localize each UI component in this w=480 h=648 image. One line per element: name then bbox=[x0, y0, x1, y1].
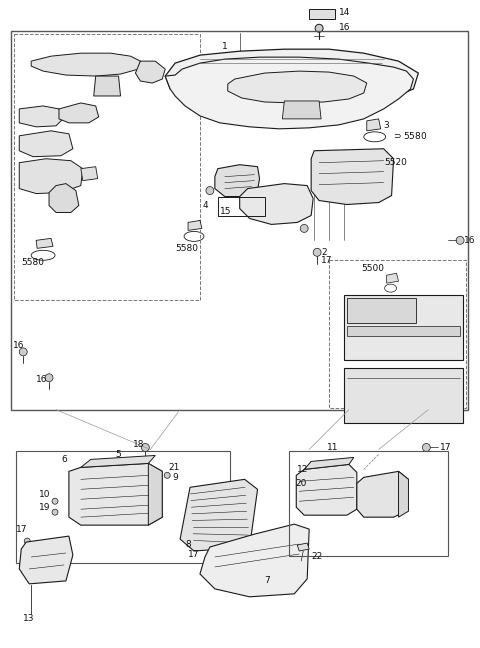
Text: 4: 4 bbox=[202, 201, 208, 210]
Polygon shape bbox=[148, 463, 162, 525]
Polygon shape bbox=[165, 49, 419, 103]
Bar bbox=[289, 452, 448, 556]
Polygon shape bbox=[19, 159, 83, 194]
Bar bbox=[347, 298, 417, 323]
Polygon shape bbox=[200, 524, 309, 597]
Polygon shape bbox=[228, 71, 367, 103]
Text: 15: 15 bbox=[220, 207, 231, 216]
Ellipse shape bbox=[405, 379, 432, 400]
Polygon shape bbox=[31, 53, 140, 76]
Polygon shape bbox=[296, 465, 357, 515]
Text: 6: 6 bbox=[61, 455, 67, 464]
Text: 17: 17 bbox=[188, 550, 200, 559]
Text: 12: 12 bbox=[297, 465, 309, 474]
Bar bbox=[218, 196, 265, 216]
Polygon shape bbox=[311, 149, 394, 205]
Ellipse shape bbox=[433, 303, 443, 313]
Polygon shape bbox=[165, 57, 413, 129]
Text: 3: 3 bbox=[384, 121, 389, 130]
Ellipse shape bbox=[315, 24, 323, 32]
Ellipse shape bbox=[421, 303, 432, 313]
Polygon shape bbox=[81, 456, 156, 467]
Text: 17: 17 bbox=[440, 443, 452, 452]
Ellipse shape bbox=[19, 348, 27, 356]
Bar bbox=[344, 368, 463, 422]
Ellipse shape bbox=[368, 378, 399, 402]
Polygon shape bbox=[386, 273, 398, 283]
Text: 16: 16 bbox=[36, 375, 48, 384]
Text: 17: 17 bbox=[16, 525, 28, 533]
Text: 5500: 5500 bbox=[361, 264, 384, 273]
Text: 19: 19 bbox=[39, 503, 50, 512]
Bar bbox=[12, 31, 468, 410]
Bar bbox=[329, 260, 466, 408]
Text: 9: 9 bbox=[172, 473, 178, 482]
Polygon shape bbox=[36, 238, 53, 248]
Polygon shape bbox=[19, 131, 73, 157]
Text: 5520: 5520 bbox=[384, 158, 408, 167]
Ellipse shape bbox=[349, 86, 369, 96]
Ellipse shape bbox=[313, 248, 321, 257]
Polygon shape bbox=[49, 183, 79, 213]
Polygon shape bbox=[188, 220, 202, 231]
Bar bbox=[344, 295, 463, 360]
Text: 1: 1 bbox=[222, 41, 228, 51]
Ellipse shape bbox=[456, 237, 464, 244]
Ellipse shape bbox=[317, 499, 323, 505]
Text: 5580: 5580 bbox=[175, 244, 198, 253]
Text: $\supset$5580: $\supset$5580 bbox=[392, 130, 427, 141]
Ellipse shape bbox=[206, 187, 214, 194]
Ellipse shape bbox=[45, 374, 53, 382]
Text: 7: 7 bbox=[264, 576, 270, 585]
Polygon shape bbox=[297, 543, 309, 551]
Ellipse shape bbox=[142, 443, 149, 452]
Text: 17: 17 bbox=[321, 256, 333, 265]
Ellipse shape bbox=[245, 86, 264, 96]
Ellipse shape bbox=[52, 498, 58, 504]
Polygon shape bbox=[357, 471, 408, 517]
Ellipse shape bbox=[445, 303, 455, 313]
Polygon shape bbox=[304, 457, 354, 469]
Text: 22: 22 bbox=[311, 553, 323, 562]
Text: 5580: 5580 bbox=[21, 258, 44, 267]
Bar bbox=[347, 326, 460, 336]
Ellipse shape bbox=[300, 224, 308, 233]
Polygon shape bbox=[367, 119, 381, 131]
Text: 5: 5 bbox=[116, 450, 121, 459]
Text: 18: 18 bbox=[133, 440, 145, 449]
Text: 10: 10 bbox=[39, 490, 50, 499]
Ellipse shape bbox=[317, 489, 323, 495]
Polygon shape bbox=[19, 106, 63, 127]
Ellipse shape bbox=[52, 509, 58, 515]
Text: 8: 8 bbox=[185, 540, 191, 549]
Bar bbox=[16, 452, 230, 563]
Text: 16: 16 bbox=[464, 236, 476, 245]
Ellipse shape bbox=[164, 472, 170, 478]
Text: 20: 20 bbox=[295, 479, 307, 488]
Text: 13: 13 bbox=[23, 614, 35, 623]
Text: 21: 21 bbox=[168, 463, 180, 472]
Polygon shape bbox=[69, 463, 162, 525]
Polygon shape bbox=[94, 76, 120, 96]
Text: 2: 2 bbox=[321, 248, 327, 257]
Polygon shape bbox=[81, 167, 98, 181]
Text: 14: 14 bbox=[339, 8, 350, 17]
Polygon shape bbox=[135, 61, 165, 83]
Ellipse shape bbox=[261, 207, 268, 214]
Polygon shape bbox=[59, 103, 99, 123]
Polygon shape bbox=[398, 471, 408, 517]
Polygon shape bbox=[282, 101, 321, 119]
Polygon shape bbox=[180, 480, 258, 551]
Polygon shape bbox=[240, 183, 313, 224]
Text: 16: 16 bbox=[13, 341, 25, 351]
Polygon shape bbox=[309, 9, 335, 19]
Polygon shape bbox=[19, 536, 73, 584]
Ellipse shape bbox=[422, 443, 430, 452]
Text: 16: 16 bbox=[339, 23, 350, 32]
Text: 11: 11 bbox=[327, 443, 338, 452]
Ellipse shape bbox=[24, 538, 30, 544]
Polygon shape bbox=[215, 165, 260, 196]
